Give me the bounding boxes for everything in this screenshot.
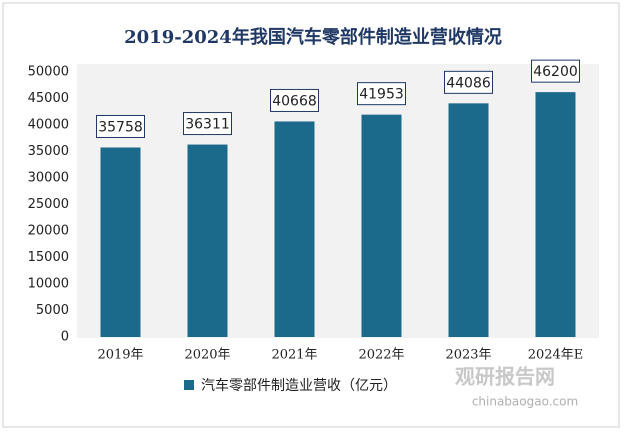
data-label: 46200 bbox=[533, 64, 578, 80]
data-label-box bbox=[183, 112, 232, 136]
plot-area bbox=[77, 64, 599, 338]
bar bbox=[361, 114, 402, 337]
x-tick-label: 2021年 bbox=[271, 348, 317, 363]
legend-label: 汽车零部件制造业营收（亿元） bbox=[201, 377, 397, 394]
x-tick-label: 2020年 bbox=[184, 348, 230, 363]
x-tick-label: 2024年E bbox=[528, 348, 584, 363]
bar bbox=[535, 92, 576, 337]
y-tick-label: 45000 bbox=[28, 91, 69, 106]
y-tick-label: 20000 bbox=[28, 224, 69, 239]
data-label: 35758 bbox=[98, 119, 143, 135]
data-label-box bbox=[96, 114, 145, 138]
bar bbox=[448, 103, 489, 337]
bar bbox=[100, 147, 141, 337]
y-tick-label: 0 bbox=[61, 330, 69, 345]
y-tick-label: 15000 bbox=[28, 250, 69, 265]
y-tick-label: 25000 bbox=[28, 197, 69, 212]
y-tick-label: 5000 bbox=[36, 303, 69, 318]
y-tick-label: 50000 bbox=[28, 65, 69, 80]
legend-swatch bbox=[184, 380, 194, 390]
data-label-box bbox=[357, 82, 406, 106]
x-tick-label: 2022年 bbox=[358, 348, 404, 363]
y-tick-label: 30000 bbox=[28, 171, 69, 186]
watermark: chinabaogao.com bbox=[472, 395, 578, 409]
data-label: 41953 bbox=[359, 87, 404, 103]
data-label-box bbox=[444, 70, 493, 94]
x-tick-label: 2023年 bbox=[445, 348, 491, 363]
bar bbox=[274, 121, 315, 338]
x-tick-label: 2019年 bbox=[97, 348, 143, 363]
data-label: 40668 bbox=[272, 93, 317, 109]
y-tick-label: 10000 bbox=[28, 277, 69, 292]
data-label: 44086 bbox=[446, 75, 491, 91]
data-label-box bbox=[270, 88, 319, 112]
data-label: 36311 bbox=[185, 117, 230, 133]
watermark: 观研报告网 bbox=[455, 365, 555, 389]
chart-title: 2019-2024年我国汽车零部件制造业营收情况 bbox=[124, 26, 502, 48]
bar bbox=[187, 144, 228, 337]
y-tick-label: 40000 bbox=[28, 118, 69, 133]
data-label-box bbox=[531, 59, 580, 83]
y-tick-label: 35000 bbox=[28, 144, 69, 159]
